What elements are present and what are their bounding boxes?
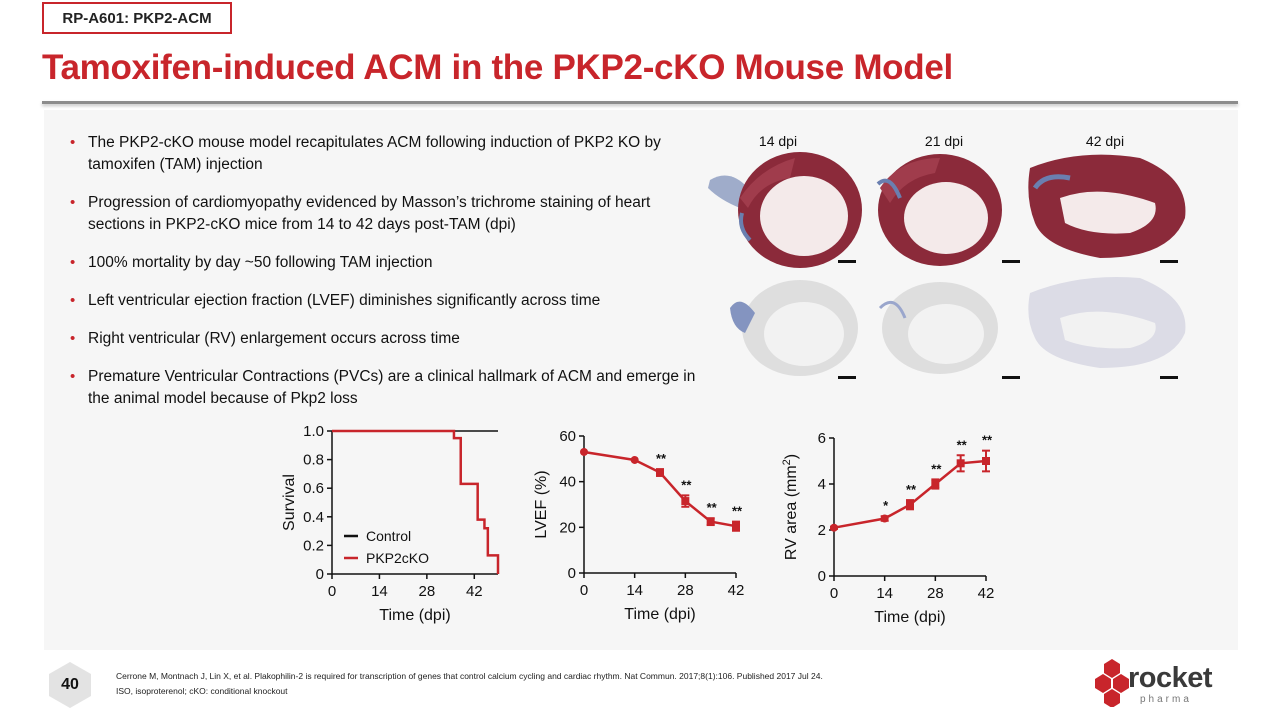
heart-section-pale-21dpi <box>878 282 998 374</box>
data-point <box>732 522 740 531</box>
bullet-item: Right ventricular (RV) enlargement occur… <box>68 328 703 350</box>
y-tick-label: 0 <box>568 565 576 582</box>
x-tick-label: 0 <box>580 582 588 599</box>
citation: Cerrone M, Montnach J, Lin X, et al. Pla… <box>116 671 823 681</box>
y-tick-label: 6 <box>818 430 826 447</box>
y-tick-label: 0.8 <box>303 452 324 469</box>
bullet-item: 100% mortality by day ~50 following TAM … <box>68 252 703 274</box>
y-tick-label: 2 <box>818 522 826 539</box>
data-point <box>931 480 940 488</box>
legend-label: PKP2cKO <box>366 550 429 566</box>
data-point <box>956 459 965 468</box>
survival-chart: 0 14 28 42 0 0.2 0.4 0.6 0.8 1.0 Time (dpi) Surviva… <box>260 418 510 643</box>
data-point <box>830 523 838 532</box>
y-tick-label: 0 <box>316 566 324 583</box>
series-line <box>583 450 737 528</box>
lvef-chart-svg: 0 14 28 42 0 20 40 60 Time (dpi) LVEF (%) ** ** ** ** <box>533 428 745 623</box>
reference-text: Cerrone M, Montnach J, Lin X, et al. Pla… <box>116 669 1016 699</box>
rocket-pharma-logo: rocket pharma <box>1092 655 1232 710</box>
y-tick-label: 1.0 <box>303 423 324 440</box>
x-tick-label: 28 <box>419 583 436 600</box>
y-tick-label: 60 <box>559 428 576 445</box>
hexagon-icon <box>49 662 91 708</box>
title-divider <box>42 101 1238 104</box>
data-point <box>681 497 690 506</box>
heart-section-pale-14dpi <box>730 280 858 376</box>
logo-wordmark: rocket <box>1128 662 1213 694</box>
y-tick-label: 0.6 <box>303 480 324 497</box>
rv-area-chart: 0 14 28 42 0 2 4 6 Time (dpi) RV area (mm2) * ** ** *… <box>772 418 1022 638</box>
x-axis-label: Time (dpi) <box>379 607 450 624</box>
significance-label: ** <box>957 437 968 452</box>
data-point <box>580 447 588 456</box>
y-axis-label: LVEF (%) <box>533 470 550 538</box>
histology-label: 42 dpi <box>1086 133 1124 149</box>
significance-label: * <box>883 498 889 513</box>
bullet-item: Left ventricular ejection fraction (LVEF… <box>68 290 703 312</box>
legend-label: Control <box>366 528 411 544</box>
lvef-chart: 0 14 28 42 0 20 40 60 Time (dpi) LVEF (%) ** ** ** ** <box>510 418 765 633</box>
bullet-list: The PKP2-cKO mouse model recapitulates A… <box>68 132 703 426</box>
histology-figure: 14 dpi 21 dpi 42 dpi <box>700 128 1190 390</box>
y-tick-label: 40 <box>559 474 576 491</box>
x-tick-label: 28 <box>677 582 694 599</box>
data-point <box>906 500 914 509</box>
heart-section-pale-42dpi <box>1028 277 1186 368</box>
significance-label: ** <box>681 477 692 492</box>
y-tick-label: 0.2 <box>303 537 324 554</box>
x-tick-label: 28 <box>927 585 944 602</box>
x-tick-label: 0 <box>328 583 336 600</box>
significance-label: ** <box>732 504 743 519</box>
abbreviations: ISO, isoproterenol; cKO: conditional kno… <box>116 686 288 696</box>
series-line <box>833 459 987 529</box>
survival-chart-svg: 0 14 28 42 0 0.2 0.4 0.6 0.8 1.0 Time (dpi) Surviva… <box>281 423 500 624</box>
y-axis-label: RV area (mm2) <box>781 454 800 560</box>
heart-section-stained-42dpi <box>1028 154 1186 258</box>
y-tick-label: 20 <box>559 519 576 536</box>
y-tick-label: 4 <box>818 476 826 493</box>
data-point <box>656 468 664 477</box>
x-tick-label: 14 <box>876 585 893 602</box>
x-tick-label: 42 <box>978 585 995 602</box>
significance-label: ** <box>931 461 942 476</box>
significance-label: ** <box>656 451 667 466</box>
histology-image: 14 dpi 21 dpi 42 dpi <box>708 133 1186 379</box>
significance-label: ** <box>906 482 917 497</box>
x-tick-label: 14 <box>626 582 643 599</box>
bullet-item: The PKP2-cKO mouse model recapitulates A… <box>68 132 703 176</box>
x-tick-label: 42 <box>466 583 483 600</box>
significance-label: ** <box>982 433 993 448</box>
histology-label: 21 dpi <box>925 133 963 149</box>
x-tick-label: 42 <box>728 582 745 599</box>
page-number: 40 <box>61 676 79 693</box>
histology-label: 14 dpi <box>759 133 797 149</box>
slide-title: Tamoxifen-induced ACM in the PKP2-cKO Mo… <box>42 48 953 87</box>
data-point <box>880 514 889 523</box>
series-line-pkp2cko <box>332 429 500 574</box>
y-tick-label: 0.4 <box>303 509 324 526</box>
data-point <box>982 457 990 465</box>
data-point <box>706 517 715 526</box>
slide-tag: RP-A601: PKP2-ACM <box>42 2 232 34</box>
bullet-item: Progression of cardiomyopathy evidenced … <box>68 192 703 236</box>
bullet-item: Premature Ventricular Contractions (PVCs… <box>68 366 703 410</box>
x-tick-label: 0 <box>830 585 838 602</box>
x-tick-label: 14 <box>371 583 388 600</box>
x-axis-label: Time (dpi) <box>624 606 695 623</box>
heart-section-stained-14dpi <box>708 152 862 268</box>
x-axis-label: Time (dpi) <box>874 609 945 626</box>
significance-label: ** <box>707 500 718 515</box>
data-point <box>630 455 639 464</box>
logo-subtitle: pharma <box>1140 694 1192 705</box>
y-tick-label: 0 <box>818 568 826 585</box>
logo-hexagons-icon <box>1095 659 1129 707</box>
page-number-badge: 40 <box>45 660 95 710</box>
heart-section-stained-21dpi <box>876 154 1002 266</box>
y-axis-label: Survival <box>281 474 298 531</box>
